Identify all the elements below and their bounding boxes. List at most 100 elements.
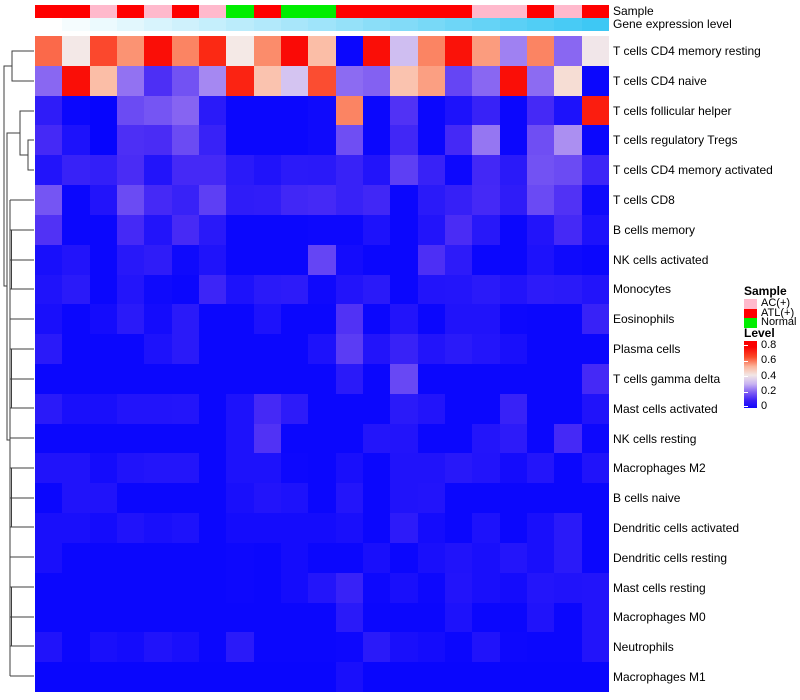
heatmap-cell [363, 36, 391, 66]
heatmap-cell [417, 513, 445, 543]
heatmap-cell [89, 453, 117, 484]
gene-expression-annotation-cell [581, 18, 609, 31]
heatmap-cell [144, 244, 172, 275]
heatmap-cell [89, 36, 117, 66]
heatmap-cell [144, 65, 172, 96]
heatmap-cell [445, 393, 473, 424]
heatmap-cell [335, 423, 363, 454]
heatmap-matrix [35, 36, 609, 692]
row-label: Mast cells activated [613, 401, 718, 416]
heatmap-cell [363, 572, 391, 603]
heatmap-cell [253, 513, 281, 543]
heatmap-cell [417, 244, 445, 275]
heatmap-cell [171, 632, 199, 663]
heatmap-cell [253, 274, 281, 305]
heatmap-cell [199, 542, 227, 573]
legend-level-gradient-bar [744, 341, 757, 408]
heatmap-cell [62, 185, 90, 215]
heatmap-cell [581, 393, 609, 424]
heatmap-cell [335, 393, 363, 424]
level-tick-mark [744, 376, 748, 377]
heatmap-cell [527, 185, 555, 215]
heatmap-cell [417, 125, 445, 156]
heatmap-cell [472, 95, 500, 126]
heatmap-cell [417, 453, 445, 484]
heatmap-cell [253, 542, 281, 573]
heatmap-cell [253, 65, 281, 96]
heatmap-cell [35, 453, 63, 484]
heatmap-cell [253, 95, 281, 126]
legend-level-title: Level [744, 326, 775, 340]
heatmap-cell [117, 393, 145, 424]
heatmap-cell [226, 483, 254, 514]
heatmap-cell [253, 453, 281, 484]
heatmap-cell [144, 185, 172, 215]
heatmap-cell [281, 214, 309, 245]
annotation-bar-gene-expression [35, 18, 609, 31]
heatmap-cell [499, 453, 527, 484]
heatmap-cell [171, 483, 199, 514]
heatmap-cell [171, 155, 199, 186]
sample-annotation-cell [390, 5, 418, 18]
heatmap-cell [117, 513, 145, 543]
heatmap-cell [527, 483, 555, 514]
heatmap-cell [445, 662, 473, 692]
heatmap-cell [253, 155, 281, 186]
gene-expression-annotation-cell [117, 18, 145, 31]
heatmap-cell [35, 542, 63, 573]
heatmap-cell [171, 244, 199, 275]
heatmap-cell [417, 602, 445, 633]
heatmap-cell [527, 632, 555, 663]
heatmap-cell [253, 602, 281, 633]
heatmap-cell [363, 632, 391, 663]
heatmap-cell [144, 125, 172, 156]
heatmap-cell [226, 572, 254, 603]
heatmap-cell [527, 513, 555, 543]
gene-expression-annotation-cell [144, 18, 172, 31]
heatmap-cell [308, 274, 336, 305]
heatmap-cell [199, 155, 227, 186]
heatmap-cell [554, 513, 582, 543]
heatmap-cell [226, 65, 254, 96]
gene-expression-annotation-cell [499, 18, 527, 31]
heatmap-cell [308, 125, 336, 156]
heatmap-cell [581, 513, 609, 543]
heatmap-cell [199, 364, 227, 394]
heatmap-cell [89, 572, 117, 603]
heatmap-cell [199, 602, 227, 633]
heatmap-cell [554, 542, 582, 573]
heatmap-cell [363, 244, 391, 275]
heatmap-cell [417, 423, 445, 454]
heatmap-cell [62, 334, 90, 364]
heatmap-cell [335, 214, 363, 245]
heatmap-cell [390, 393, 418, 424]
heatmap-cell [363, 65, 391, 96]
heatmap-cell [581, 632, 609, 663]
row-label: T cells follicular helper [613, 103, 732, 118]
heatmap-cell [144, 155, 172, 186]
heatmap-cell [335, 274, 363, 305]
heatmap-cell [445, 125, 473, 156]
heatmap-cell [35, 65, 63, 96]
heatmap-cell [499, 125, 527, 156]
heatmap-cell [308, 244, 336, 275]
heatmap-cell [335, 95, 363, 126]
heatmap-cell [445, 185, 473, 215]
gene-expression-annotation-cell [281, 18, 309, 31]
heatmap-cell [253, 483, 281, 514]
row-label: Dendritic cells resting [613, 550, 728, 565]
heatmap-cell [445, 453, 473, 484]
heatmap-cell [390, 334, 418, 364]
heatmap-cell [253, 36, 281, 66]
heatmap-cell [117, 155, 145, 186]
heatmap-cell [363, 602, 391, 633]
heatmap-cell [35, 185, 63, 215]
heatmap-cell [35, 572, 63, 603]
heatmap-cell [335, 453, 363, 484]
heatmap-cell [226, 453, 254, 484]
heatmap-cell [62, 304, 90, 335]
row-label: NK cells resting [613, 431, 697, 446]
heatmap-cell [499, 244, 527, 275]
heatmap-cell [363, 423, 391, 454]
heatmap-cell [226, 334, 254, 364]
